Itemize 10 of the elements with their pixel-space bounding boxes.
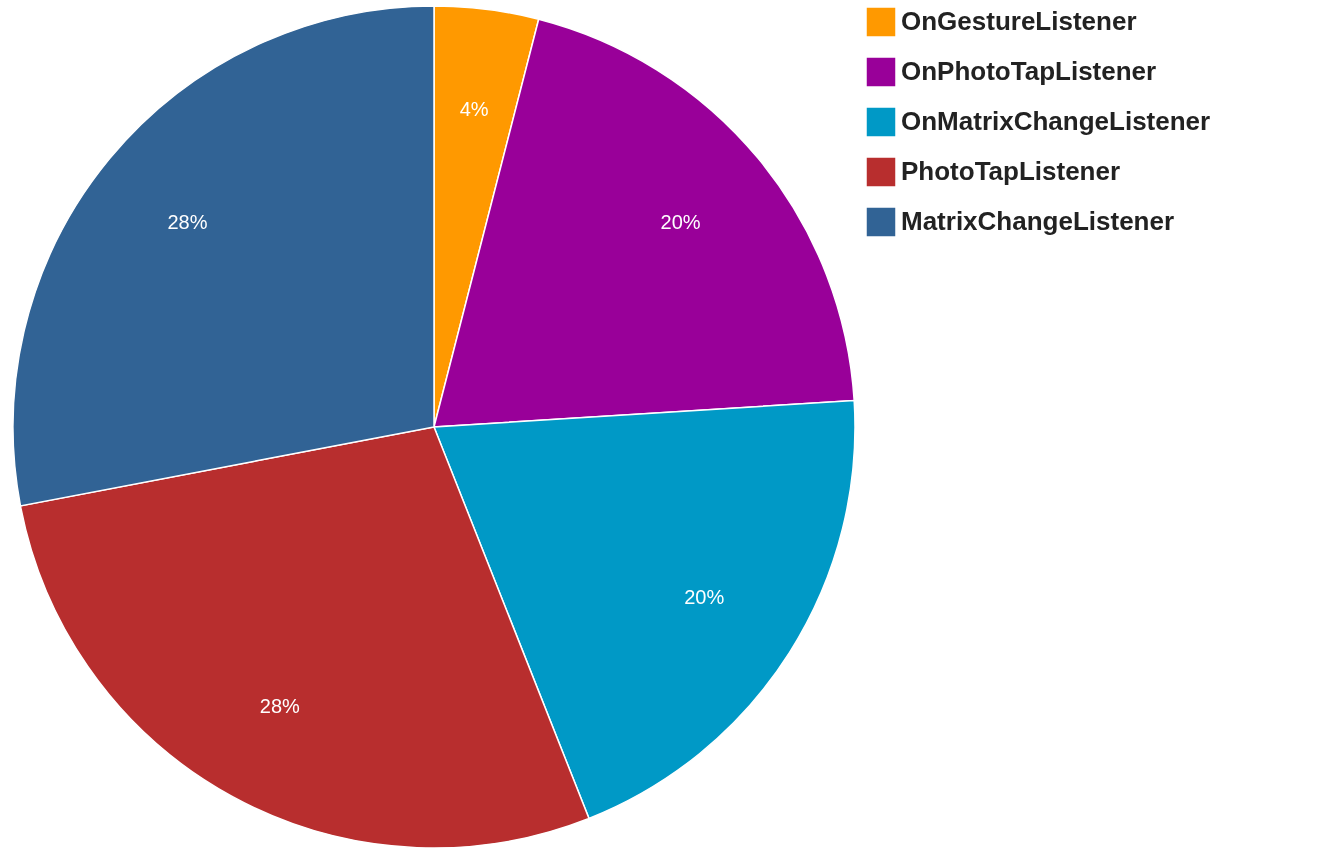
data-label: 4% bbox=[459, 97, 489, 120]
data-label: 20% bbox=[660, 211, 701, 234]
data-label: 20% bbox=[684, 586, 725, 609]
legend-label: OnMatrixChangeListener bbox=[901, 106, 1211, 136]
legend-label: PhotoTapListener bbox=[901, 156, 1121, 186]
legend-label: OnGestureListener bbox=[901, 6, 1137, 36]
legend-label: OnPhotoTapListener bbox=[901, 56, 1157, 86]
legend-label: MatrixChangeListener bbox=[901, 206, 1175, 236]
data-label: 28% bbox=[167, 211, 208, 234]
data-label: 28% bbox=[259, 695, 301, 718]
